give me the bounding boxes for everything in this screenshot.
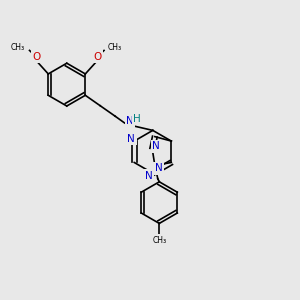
Text: H: H bbox=[133, 114, 141, 124]
Text: O: O bbox=[93, 52, 102, 62]
Text: N: N bbox=[145, 171, 153, 181]
Text: CH₃: CH₃ bbox=[10, 43, 25, 52]
Text: N: N bbox=[154, 164, 162, 173]
Text: N: N bbox=[152, 141, 160, 152]
Text: CH₃: CH₃ bbox=[108, 43, 122, 52]
Text: O: O bbox=[32, 52, 40, 62]
Text: N: N bbox=[128, 134, 135, 144]
Text: N: N bbox=[126, 116, 134, 127]
Text: CH₃: CH₃ bbox=[152, 236, 166, 244]
